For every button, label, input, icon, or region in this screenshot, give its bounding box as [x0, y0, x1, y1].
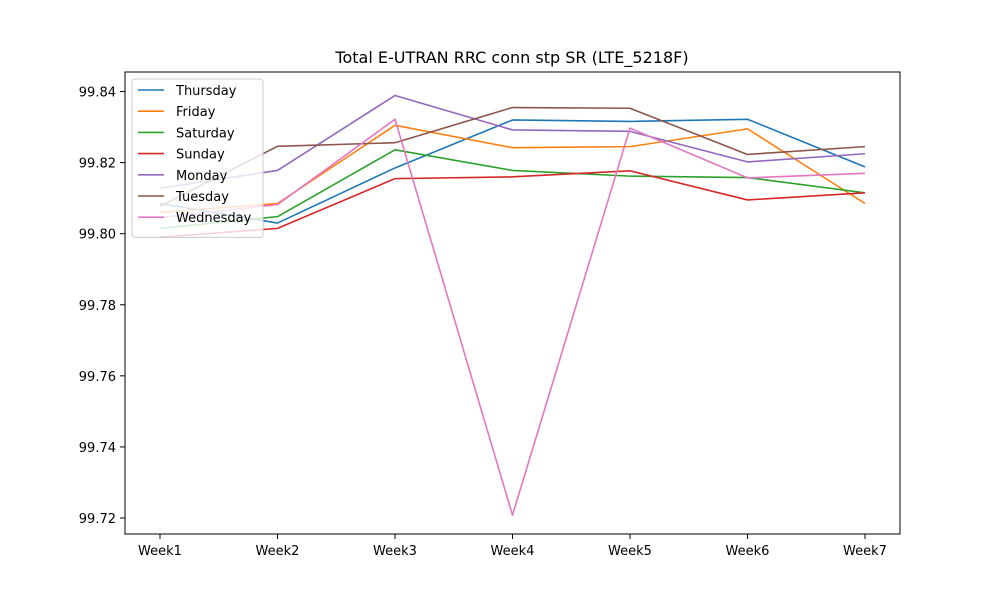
x-tick-label: Week5: [608, 544, 652, 559]
legend-label: Monday: [176, 169, 228, 184]
series-line-sunday: [159, 170, 866, 239]
chart-title: Total E-UTRAN RRC conn stp SR (LTE_5218F…: [334, 48, 688, 68]
x-tick-label: Week2: [256, 544, 300, 559]
series-line-friday: [159, 124, 866, 214]
y-tick-label: 99.78: [79, 299, 116, 314]
y-tick-label: 99.76: [79, 370, 116, 385]
series-line-wednesday: [159, 118, 866, 516]
x-tick-label: Week6: [726, 544, 770, 559]
legend-label: Tuesday: [175, 190, 229, 205]
x-tick-label: Week7: [843, 544, 887, 559]
y-tick-label: 99.72: [79, 512, 116, 527]
legend: Thursday Friday Saturday Sunday Monday Tuesda…: [131, 78, 264, 238]
legend-label: Saturday: [176, 126, 235, 141]
series-line-tuesday: [159, 106, 866, 208]
legend-label: Wednesday: [176, 211, 252, 226]
y-tick-label: 99.80: [79, 228, 116, 243]
legend-label: Sunday: [176, 148, 225, 163]
y-tick-label: 99.84: [79, 86, 116, 101]
x-tick-label: Week1: [138, 544, 182, 559]
series-line-monday: [159, 94, 866, 190]
legend-box: [131, 78, 264, 238]
legend-label: Thursday: [175, 84, 237, 99]
plot-area: Week1 Week2 Week3 Week4 Week5 Week6 Week7 99.72…: [79, 71, 901, 559]
x-tick-label: Week4: [491, 544, 535, 559]
series-line-thursday: [159, 118, 866, 224]
y-tick-label: 99.74: [79, 441, 116, 456]
x-tick-label: Week3: [373, 544, 417, 559]
legend-label: Friday: [176, 105, 216, 120]
y-tick-label: 99.82: [79, 157, 116, 172]
